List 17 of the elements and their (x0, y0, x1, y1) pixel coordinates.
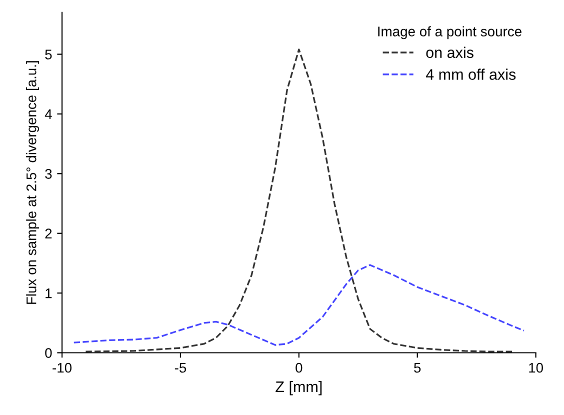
y-tick-label: 1 (46, 288, 52, 298)
y-tick-label: 3 (45, 168, 52, 179)
x-tick-label: -10 (52, 362, 72, 373)
y-axis-title: Flux on sample at 2.5° divergence [a.u.] (26, 61, 40, 304)
y-tick-label: 2 (45, 228, 52, 238)
x-axis-title: Z [mm] (276, 380, 322, 396)
x-tick-label: -5 (174, 362, 186, 373)
x-tick-label: 0 (296, 362, 302, 373)
y-tick-label: 5 (45, 50, 52, 60)
x-tick-label: 5 (414, 362, 421, 373)
y-tick-label: 0 (45, 348, 52, 358)
legend-label: 4 mm off axis (426, 68, 516, 80)
line-series (73, 264, 525, 346)
legend-label: on axis (426, 46, 474, 58)
x-tick-label: 10 (529, 362, 543, 373)
legend-title: Image of a point source (378, 26, 522, 40)
y-tick-label: 4 (44, 109, 52, 119)
